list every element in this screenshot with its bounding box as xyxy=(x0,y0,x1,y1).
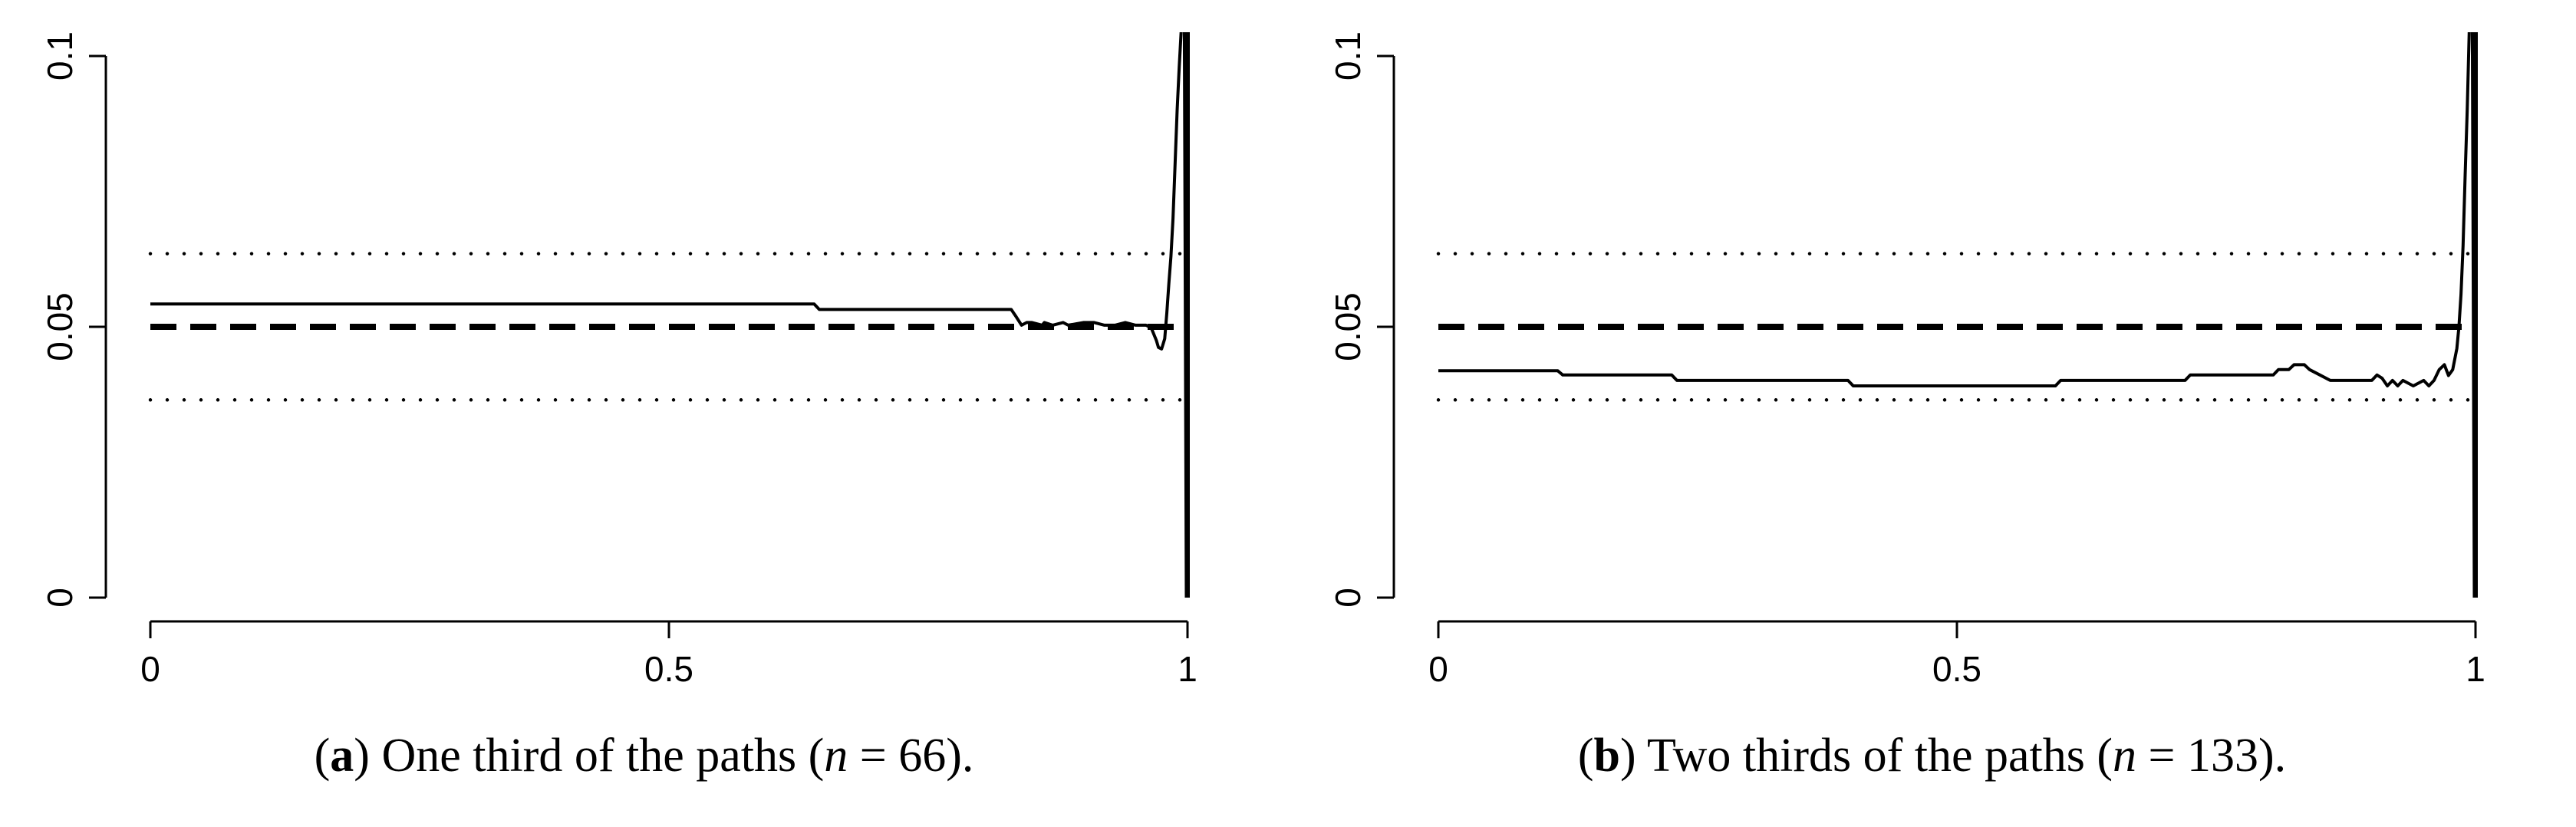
caption-b-end: ). xyxy=(2258,730,2287,782)
caption-a-equals: = xyxy=(848,730,899,782)
x-tick-label-a-2: 1 xyxy=(1178,649,1197,689)
caption-a-text: One third of the paths ( xyxy=(381,730,825,782)
caption-b-letter: b xyxy=(1593,730,1621,782)
caption-a-end: ). xyxy=(946,730,974,782)
caption-a-letter: a xyxy=(330,730,354,782)
caption-b: (b) Two thirds of the paths (n = 133). xyxy=(1577,730,2287,782)
caption-b-text: Two thirds of the paths ( xyxy=(1647,730,2113,782)
caption-a-number: 66 xyxy=(898,730,947,782)
y-tick-label-a-0: 0 xyxy=(40,588,80,608)
y-tick-label-b-2: 0.1 xyxy=(1328,31,1368,81)
y-tick-label-a-1: 0.05 xyxy=(40,292,80,361)
y-tick-label-b-1: 0.05 xyxy=(1328,292,1368,361)
chart-panel-b: 0 0.05 0.1 0 0.5 1 (b) Two thirds of the path… xyxy=(1288,0,2576,827)
caption-a-var: n xyxy=(824,730,848,782)
chart-a-plot: 0 0.05 0.1 0 0.5 1 xyxy=(40,31,1197,689)
chart-b-plot: 0 0.05 0.1 0 0.5 1 xyxy=(1328,31,2485,689)
caption-a: (a) One third of the paths (n = 66). xyxy=(314,730,974,782)
caption-b-number: 133 xyxy=(2186,730,2258,782)
x-tick-label-b-0: 0 xyxy=(1428,649,1448,689)
chart-panel-a: 0 0.05 0.1 0 0.5 1 (a) One third of the paths… xyxy=(40,31,1197,782)
data-series-line-b-0 xyxy=(1438,32,2476,598)
x-tick-label-a-0: 0 xyxy=(140,649,160,689)
caption-b-equals: = xyxy=(2136,730,2187,782)
x-tick-label-b-2: 1 xyxy=(2466,649,2485,689)
x-tick-label-b-1: 0.5 xyxy=(1932,649,1981,689)
x-tick-label-a-1: 0.5 xyxy=(644,649,693,689)
y-tick-label-b-0: 0 xyxy=(1328,588,1368,608)
caption-b-var: n xyxy=(2113,730,2136,782)
data-series-line-a-0 xyxy=(150,32,1188,598)
y-tick-label-a-2: 0.1 xyxy=(40,31,80,81)
